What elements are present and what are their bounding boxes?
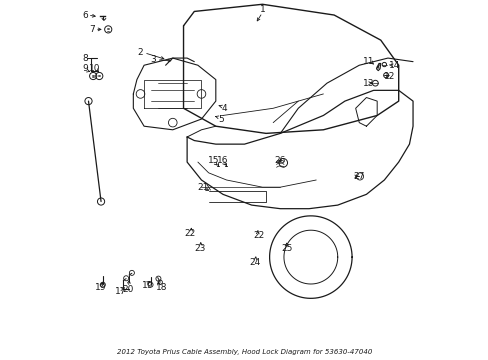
Text: 13: 13: [362, 79, 373, 88]
Text: 7: 7: [89, 25, 95, 34]
Text: 2: 2: [138, 48, 143, 57]
Text: 16: 16: [217, 156, 228, 165]
Text: 14: 14: [388, 61, 400, 70]
Text: 25: 25: [281, 244, 293, 253]
Text: 10: 10: [89, 64, 100, 73]
Text: 26: 26: [274, 156, 285, 165]
Text: 18: 18: [155, 283, 167, 292]
Text: 24: 24: [249, 258, 261, 267]
Text: 20: 20: [122, 285, 133, 294]
Text: 6: 6: [82, 10, 88, 19]
Text: 27: 27: [353, 172, 364, 181]
Text: 22: 22: [253, 231, 264, 240]
Text: 23: 23: [194, 244, 205, 253]
Text: 17: 17: [115, 287, 126, 296]
Text: 5: 5: [218, 114, 224, 123]
Text: 19: 19: [142, 281, 153, 290]
Text: 9: 9: [82, 64, 88, 73]
Text: 3: 3: [150, 55, 156, 64]
Text: 21: 21: [197, 183, 208, 192]
Text: 1: 1: [259, 5, 265, 14]
Text: 2012 Toyota Prius Cable Assembly, Hood Lock Diagram for 53630-47040: 2012 Toyota Prius Cable Assembly, Hood L…: [117, 349, 371, 355]
Text: 15: 15: [208, 156, 219, 165]
Text: 12: 12: [383, 72, 395, 81]
Text: 22: 22: [184, 229, 195, 238]
Text: 8: 8: [82, 54, 88, 63]
Text: 19: 19: [95, 283, 106, 292]
Text: 11: 11: [362, 57, 373, 66]
Text: 4: 4: [222, 104, 227, 113]
